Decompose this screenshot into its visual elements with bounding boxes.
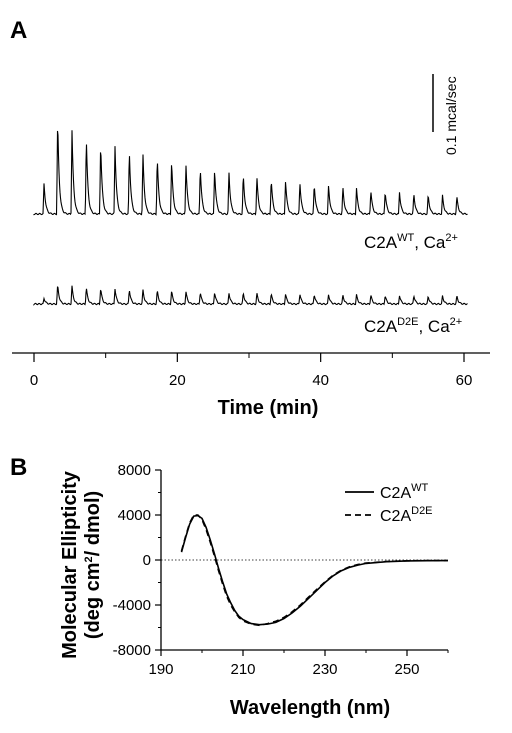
x-tick-label-b: 210	[230, 661, 255, 678]
y-axis-title-b: Molecular Ellipticity (deg cm2/ dmol)	[59, 470, 104, 659]
itc-trace-1	[33, 285, 468, 306]
legend: C2AWT C2AD2E	[345, 482, 433, 525]
x-tick-label-a: 20	[169, 372, 186, 389]
y-tick-label-b: 0	[143, 552, 151, 569]
svg-text:Molecular Ellipticity: Molecular Ellipticity	[59, 470, 81, 659]
x-tick-label-b: 250	[394, 661, 419, 678]
x-tick-label-a: 0	[30, 372, 38, 389]
cd-series-0	[180, 514, 449, 626]
x-tick-label-a: 60	[456, 372, 473, 389]
y-tick-label-b: -4000	[113, 597, 151, 614]
legend-label-d2e: C2AD2E	[380, 505, 433, 525]
x-axis-title-b: Wavelength (nm)	[230, 697, 390, 719]
x-tick-label-b: 190	[148, 661, 173, 678]
legend-label-wt: C2AWT	[380, 482, 429, 502]
y-tick-label-b: 4000	[118, 507, 151, 524]
x-axis-title-a: Time (min)	[218, 397, 319, 419]
y-tick-label-b: -8000	[113, 642, 151, 659]
itc-traces	[33, 130, 468, 306]
cd-plot: 8000 4000 0 -4000 -8000 190 210 230 250	[113, 462, 449, 678]
y-tick-label-b: 8000	[118, 462, 151, 479]
svg-text:(deg cm2/ dmol): (deg cm2/ dmol)	[82, 491, 104, 639]
x-tick-label-b: 230	[312, 661, 337, 678]
cd-series-1	[180, 514, 449, 627]
trace-label-d2e: C2AD2E, Ca2+	[364, 316, 462, 336]
panel-label-a: A	[10, 17, 27, 44]
panel-label-b: B	[10, 454, 27, 481]
scale-bar-label: 0.1 mcal/sec	[443, 76, 459, 155]
trace-label-wt: C2AWT, Ca2+	[364, 232, 458, 252]
x-ticks-a: 0 20 40 60	[30, 353, 473, 389]
itc-trace-0	[33, 130, 468, 216]
scale-bar: 0.1 mcal/sec	[432, 74, 459, 155]
x-tick-label-a: 40	[312, 372, 329, 389]
